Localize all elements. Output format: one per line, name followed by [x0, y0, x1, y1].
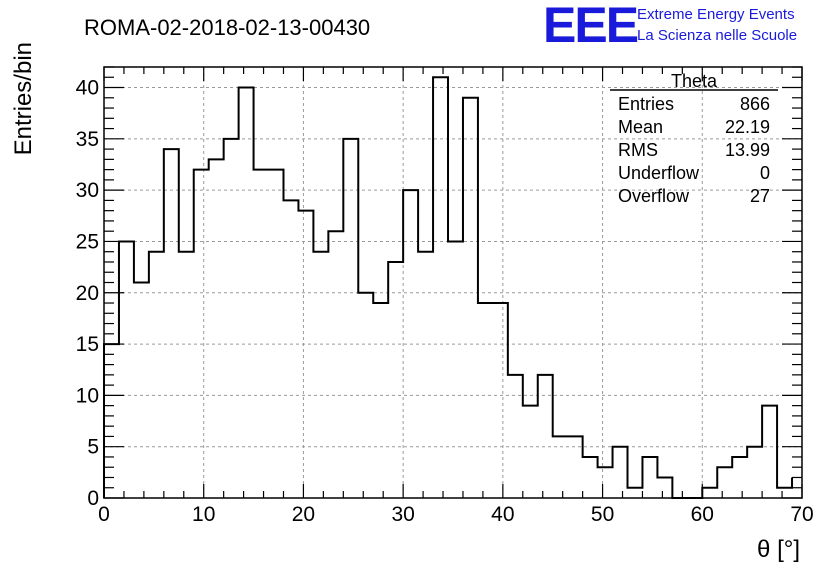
- x-tick-label: 0: [98, 503, 110, 526]
- x-tick-label: 60: [691, 503, 714, 526]
- histogram-bin: [224, 139, 239, 498]
- x-tick-label: 10: [192, 503, 215, 526]
- histogram-bin: [254, 170, 269, 498]
- x-tick-label: 70: [790, 503, 813, 526]
- y-tick-label: 20: [76, 282, 99, 305]
- y-tick-label: 35: [76, 128, 99, 151]
- histogram-bin: [433, 77, 448, 498]
- histogram-bin: [717, 467, 732, 498]
- stats-value: 866: [740, 94, 770, 114]
- chart-title: ROMA-02-2018-02-13-00430: [84, 15, 370, 40]
- histogram-bin: [642, 457, 657, 498]
- histogram-bin: [269, 170, 284, 498]
- histogram-bin: [553, 436, 568, 498]
- y-tick-label: 10: [76, 384, 99, 407]
- logo-mark: EEE: [543, 0, 638, 53]
- histogram-bin: [508, 375, 523, 498]
- histogram-bin: [313, 252, 328, 498]
- histogram-bin: [478, 303, 493, 498]
- histogram-bin: [732, 457, 747, 498]
- stats-label: RMS: [618, 140, 658, 160]
- histogram-bin: [119, 241, 134, 498]
- y-tick-label: 15: [76, 333, 99, 356]
- stats-value: 13.99: [725, 140, 770, 160]
- axis-ticks: [103, 66, 803, 499]
- y-tick-label: 25: [76, 230, 99, 253]
- stats-value: 0: [760, 163, 770, 183]
- histogram-bin: [283, 200, 298, 498]
- x-tick-label: 20: [292, 503, 315, 526]
- histogram-bin: [239, 88, 254, 498]
- histogram-bin: [343, 139, 358, 498]
- histogram-bin: [493, 303, 508, 498]
- histogram-bin: [104, 344, 119, 498]
- histogram-outline: [103, 76, 794, 499]
- histogram-bin: [388, 262, 403, 498]
- histogram-bin: [762, 406, 777, 498]
- histogram-bin: [373, 303, 388, 498]
- histogram-bin: [747, 447, 762, 498]
- y-tick-label: 40: [76, 77, 99, 100]
- histogram-bin: [418, 252, 433, 498]
- stats-value: 27: [750, 186, 770, 206]
- histogram-bin: [194, 170, 209, 498]
- histogram-bin: [657, 477, 672, 498]
- y-tick-label: 5: [87, 436, 99, 459]
- stats-title: Theta: [671, 71, 718, 91]
- y-tick-label: 0: [87, 487, 99, 510]
- stats-label: Entries: [618, 94, 674, 114]
- x-axis-label: θ [°]: [757, 536, 800, 563]
- histogram-bin: [209, 159, 224, 498]
- histogram-bin: [523, 406, 538, 498]
- x-tick-label: 30: [391, 503, 414, 526]
- histogram-bin: [463, 98, 478, 498]
- histogram-bin: [134, 283, 149, 499]
- histogram-bin: [538, 375, 553, 498]
- histogram-bin: [448, 241, 463, 498]
- histogram-bin: [628, 488, 643, 498]
- x-tick-label: 40: [491, 503, 514, 526]
- histogram-bin: [598, 467, 613, 498]
- logo-line-1: Extreme Energy Events: [637, 6, 795, 23]
- histogram-bin: [179, 252, 194, 498]
- histogram-bin: [568, 436, 583, 498]
- histogram-bin: [328, 231, 343, 498]
- stats-label: Overflow: [618, 186, 690, 206]
- plot-frame: [103, 66, 803, 499]
- histogram-bin: [298, 211, 313, 498]
- eee-logo: EEE Extreme Energy Events La Scienza nel…: [543, 0, 797, 53]
- grid: [104, 67, 802, 498]
- x-tick-label: 50: [591, 503, 614, 526]
- stats-box: Theta Entries 866 Mean 22.19 RMS 13.99 Underfl…: [610, 71, 778, 206]
- y-tick-label: 30: [76, 179, 99, 202]
- histogram-bin: [702, 488, 717, 498]
- histogram-bin: [777, 488, 792, 498]
- x-tick-labels: 0 10 20 30 40 50 60 70: [98, 503, 814, 526]
- histogram-bin: [149, 252, 164, 498]
- y-tick-labels: 0 5 10 15 20 25 30 35 40: [76, 77, 99, 510]
- stats-label: Mean: [618, 117, 663, 137]
- stats-rows: Entries 866 Mean 22.19 RMS 13.99 Underflow 0 Ove…: [618, 94, 770, 206]
- histogram-bin: [583, 457, 598, 498]
- histogram-bin: [164, 149, 179, 498]
- stats-value: 22.19: [725, 117, 770, 137]
- stats-label: Underflow: [618, 163, 700, 183]
- y-axis-label: Entries/bin: [10, 42, 37, 155]
- logo-line-2: La Scienza nelle Scuole: [637, 27, 797, 44]
- histogram-bin: [613, 447, 628, 498]
